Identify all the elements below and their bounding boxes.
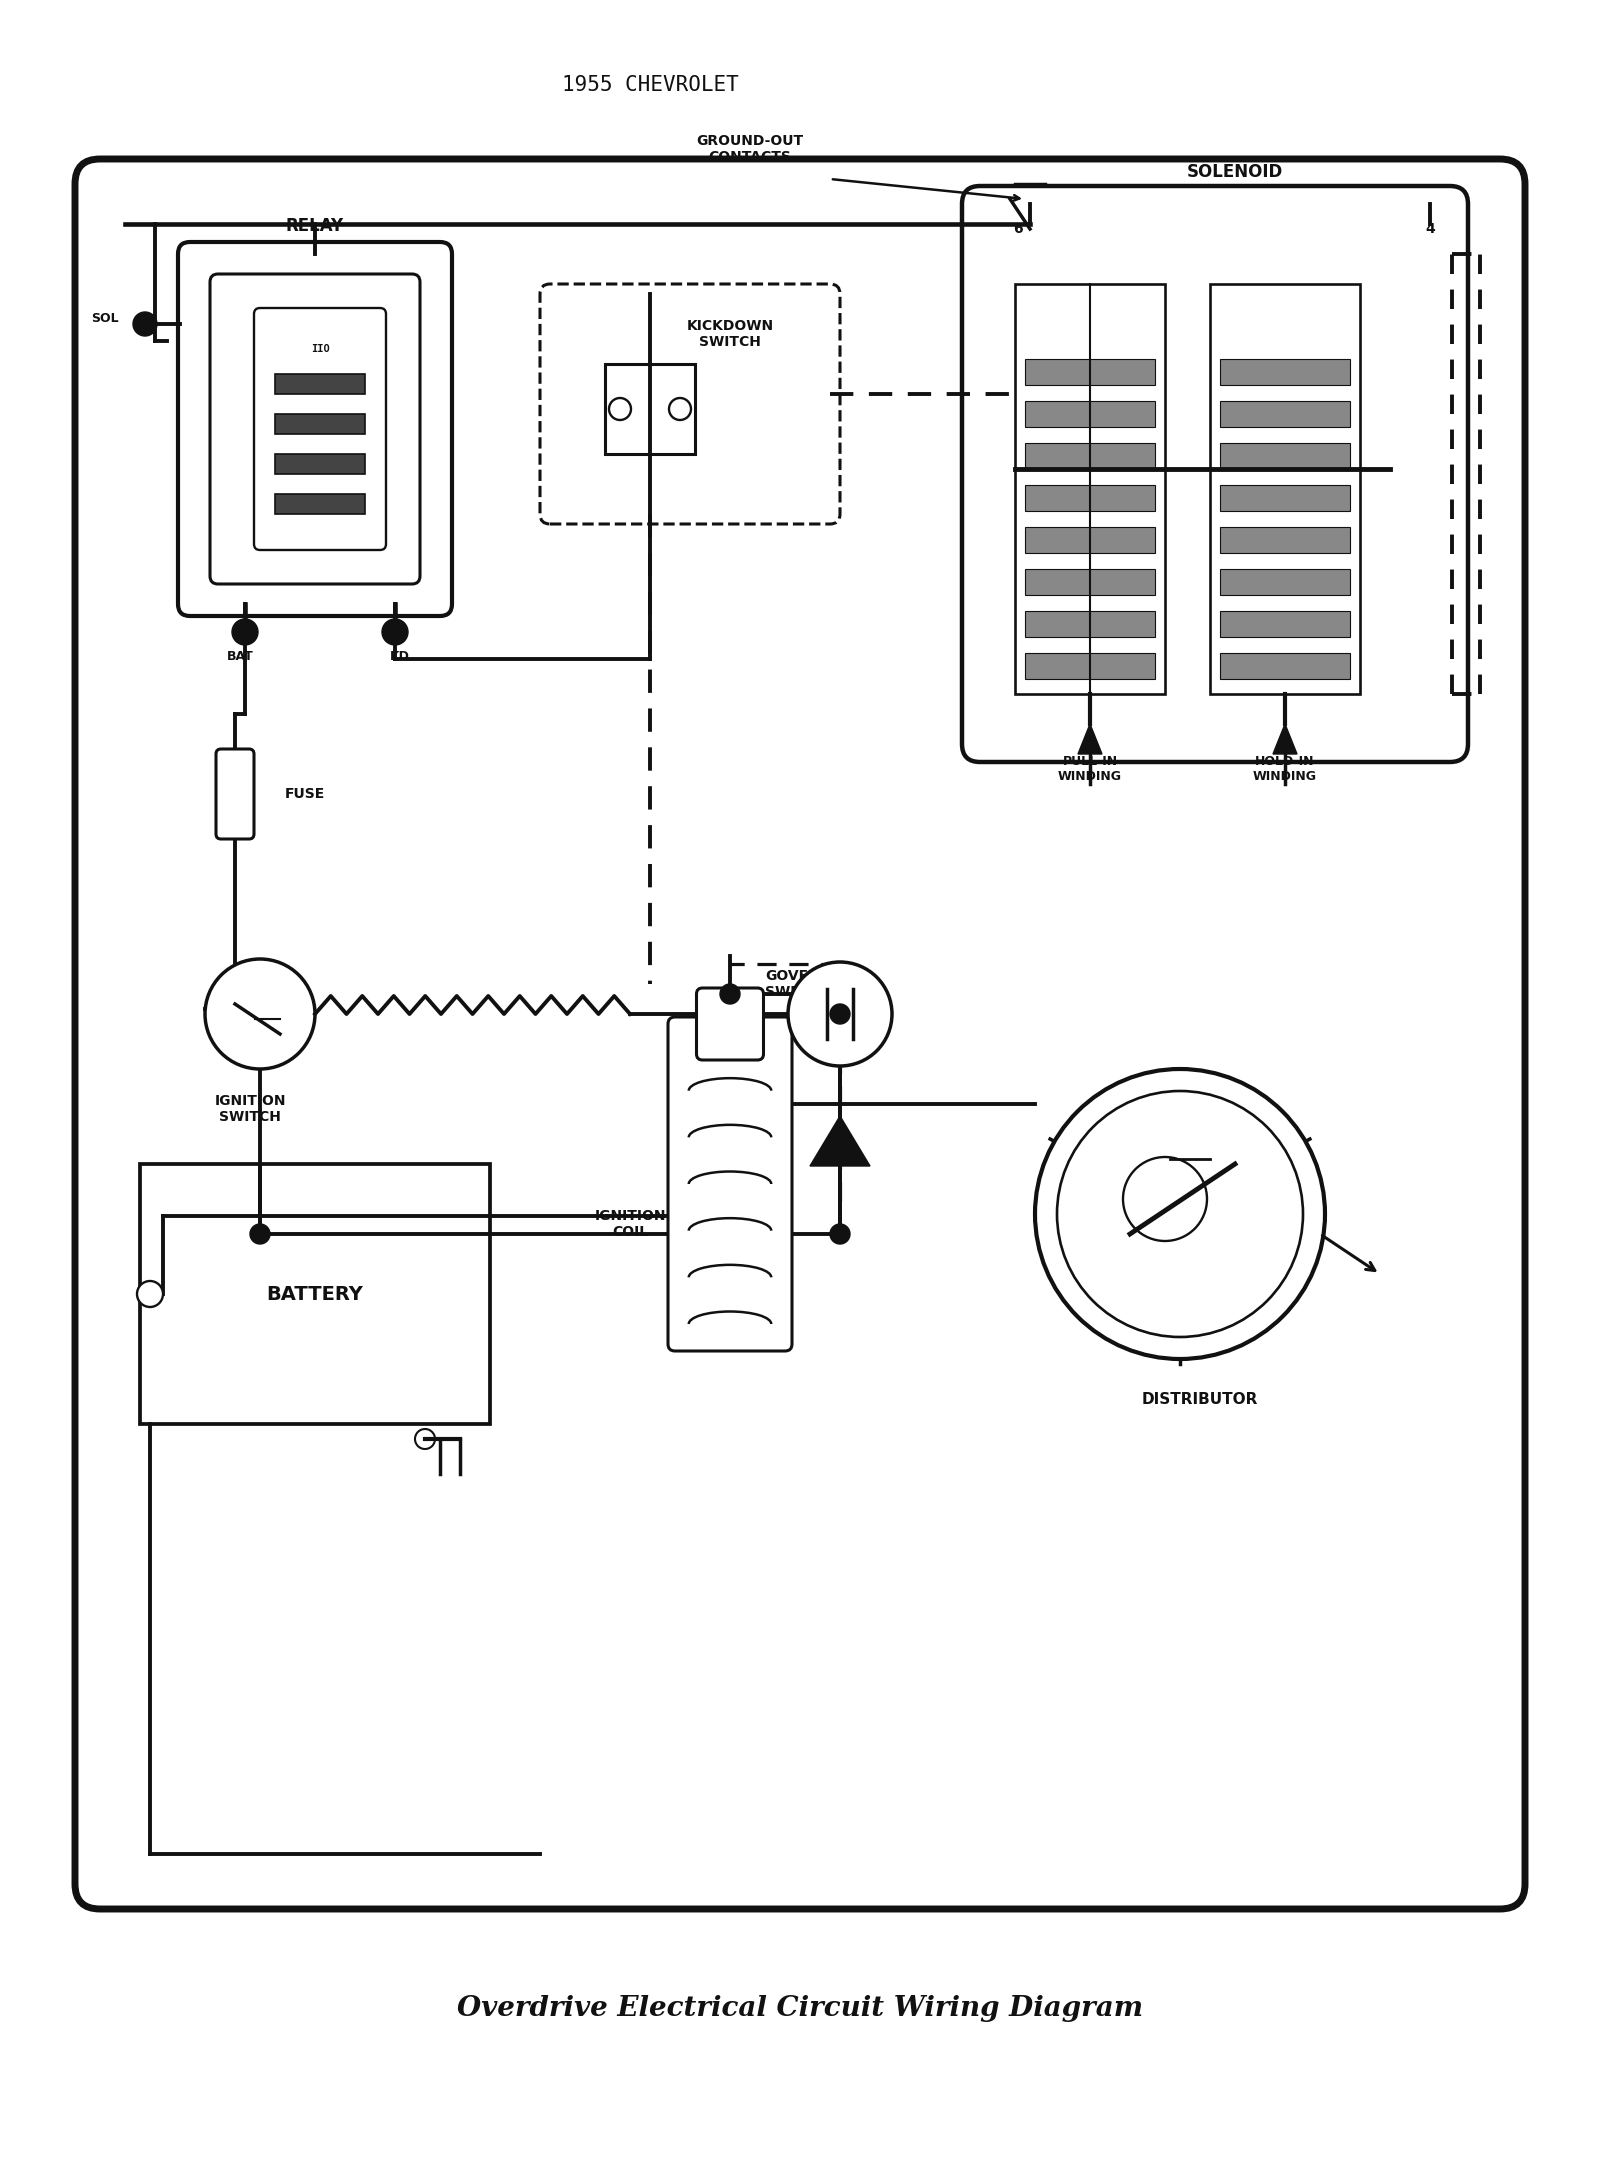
Bar [275,493,365,515]
Bar [275,374,365,394]
Circle shape [414,1428,435,1450]
Bar [275,454,365,474]
Bar [141,1164,490,1424]
Bar [1221,528,1350,554]
Circle shape [720,985,739,1004]
Bar [605,364,694,454]
FancyBboxPatch shape [216,749,254,840]
Circle shape [382,619,408,645]
Text: GROUND-OUT
CONTACTS: GROUND-OUT CONTACTS [696,134,803,164]
Bar [1026,400,1155,426]
Bar [1026,444,1155,470]
Circle shape [787,963,893,1067]
Text: HOLD-IN
WINDING: HOLD-IN WINDING [1253,755,1317,783]
Text: RELAY: RELAY [286,216,344,236]
Circle shape [138,1281,163,1307]
Text: FUSE: FUSE [285,788,325,801]
Bar [1026,359,1155,385]
Text: SOLENOID: SOLENOID [1187,162,1283,182]
Text: KICKDOWN
SWITCH: KICKDOWN SWITCH [686,318,773,348]
Text: IIO: IIO [310,344,330,355]
Circle shape [205,959,315,1069]
Text: 4: 4 [1426,223,1435,236]
Text: KD: KD [390,649,410,662]
Circle shape [232,619,258,645]
Circle shape [830,1225,850,1244]
Bar [1026,654,1155,679]
FancyBboxPatch shape [669,1017,792,1350]
Text: 6: 6 [1013,223,1022,236]
Bar [1026,610,1155,636]
Circle shape [669,398,691,420]
Circle shape [610,398,630,420]
Bar [1014,283,1165,695]
Bar [275,413,365,435]
Text: 1955 CHEVROLET: 1955 CHEVROLET [562,76,738,95]
Circle shape [250,1225,270,1244]
Text: Overdrive Electrical Circuit Wiring Diagram: Overdrive Electrical Circuit Wiring Diag… [458,1995,1142,2023]
Text: GOVERNOR
SWITCH: GOVERNOR SWITCH [765,969,853,1000]
Text: BAT: BAT [227,649,253,662]
Text: DISTRIBUTOR: DISTRIBUTOR [1142,1391,1258,1407]
Text: IGNITION
COIL: IGNITION COIL [594,1210,666,1240]
Text: BATTERY: BATTERY [267,1285,363,1303]
Bar [1221,485,1350,511]
Bar [1026,569,1155,595]
Polygon shape [1078,725,1102,753]
Bar [1221,654,1350,679]
Polygon shape [1274,725,1298,753]
Bar [1221,359,1350,385]
Bar [1221,610,1350,636]
Bar [1026,485,1155,511]
Circle shape [133,312,157,335]
Bar [1026,528,1155,554]
Text: SOL: SOL [91,312,118,325]
Bar [1221,569,1350,595]
Circle shape [830,1004,850,1024]
Polygon shape [810,1117,870,1166]
Circle shape [1035,1069,1325,1359]
Bar [1210,283,1360,695]
Bar [1221,444,1350,470]
Text: PULL-IN
WINDING: PULL-IN WINDING [1058,755,1122,783]
Text: IGNITION
SWITCH: IGNITION SWITCH [214,1093,286,1123]
FancyBboxPatch shape [696,989,763,1060]
Bar [1221,400,1350,426]
